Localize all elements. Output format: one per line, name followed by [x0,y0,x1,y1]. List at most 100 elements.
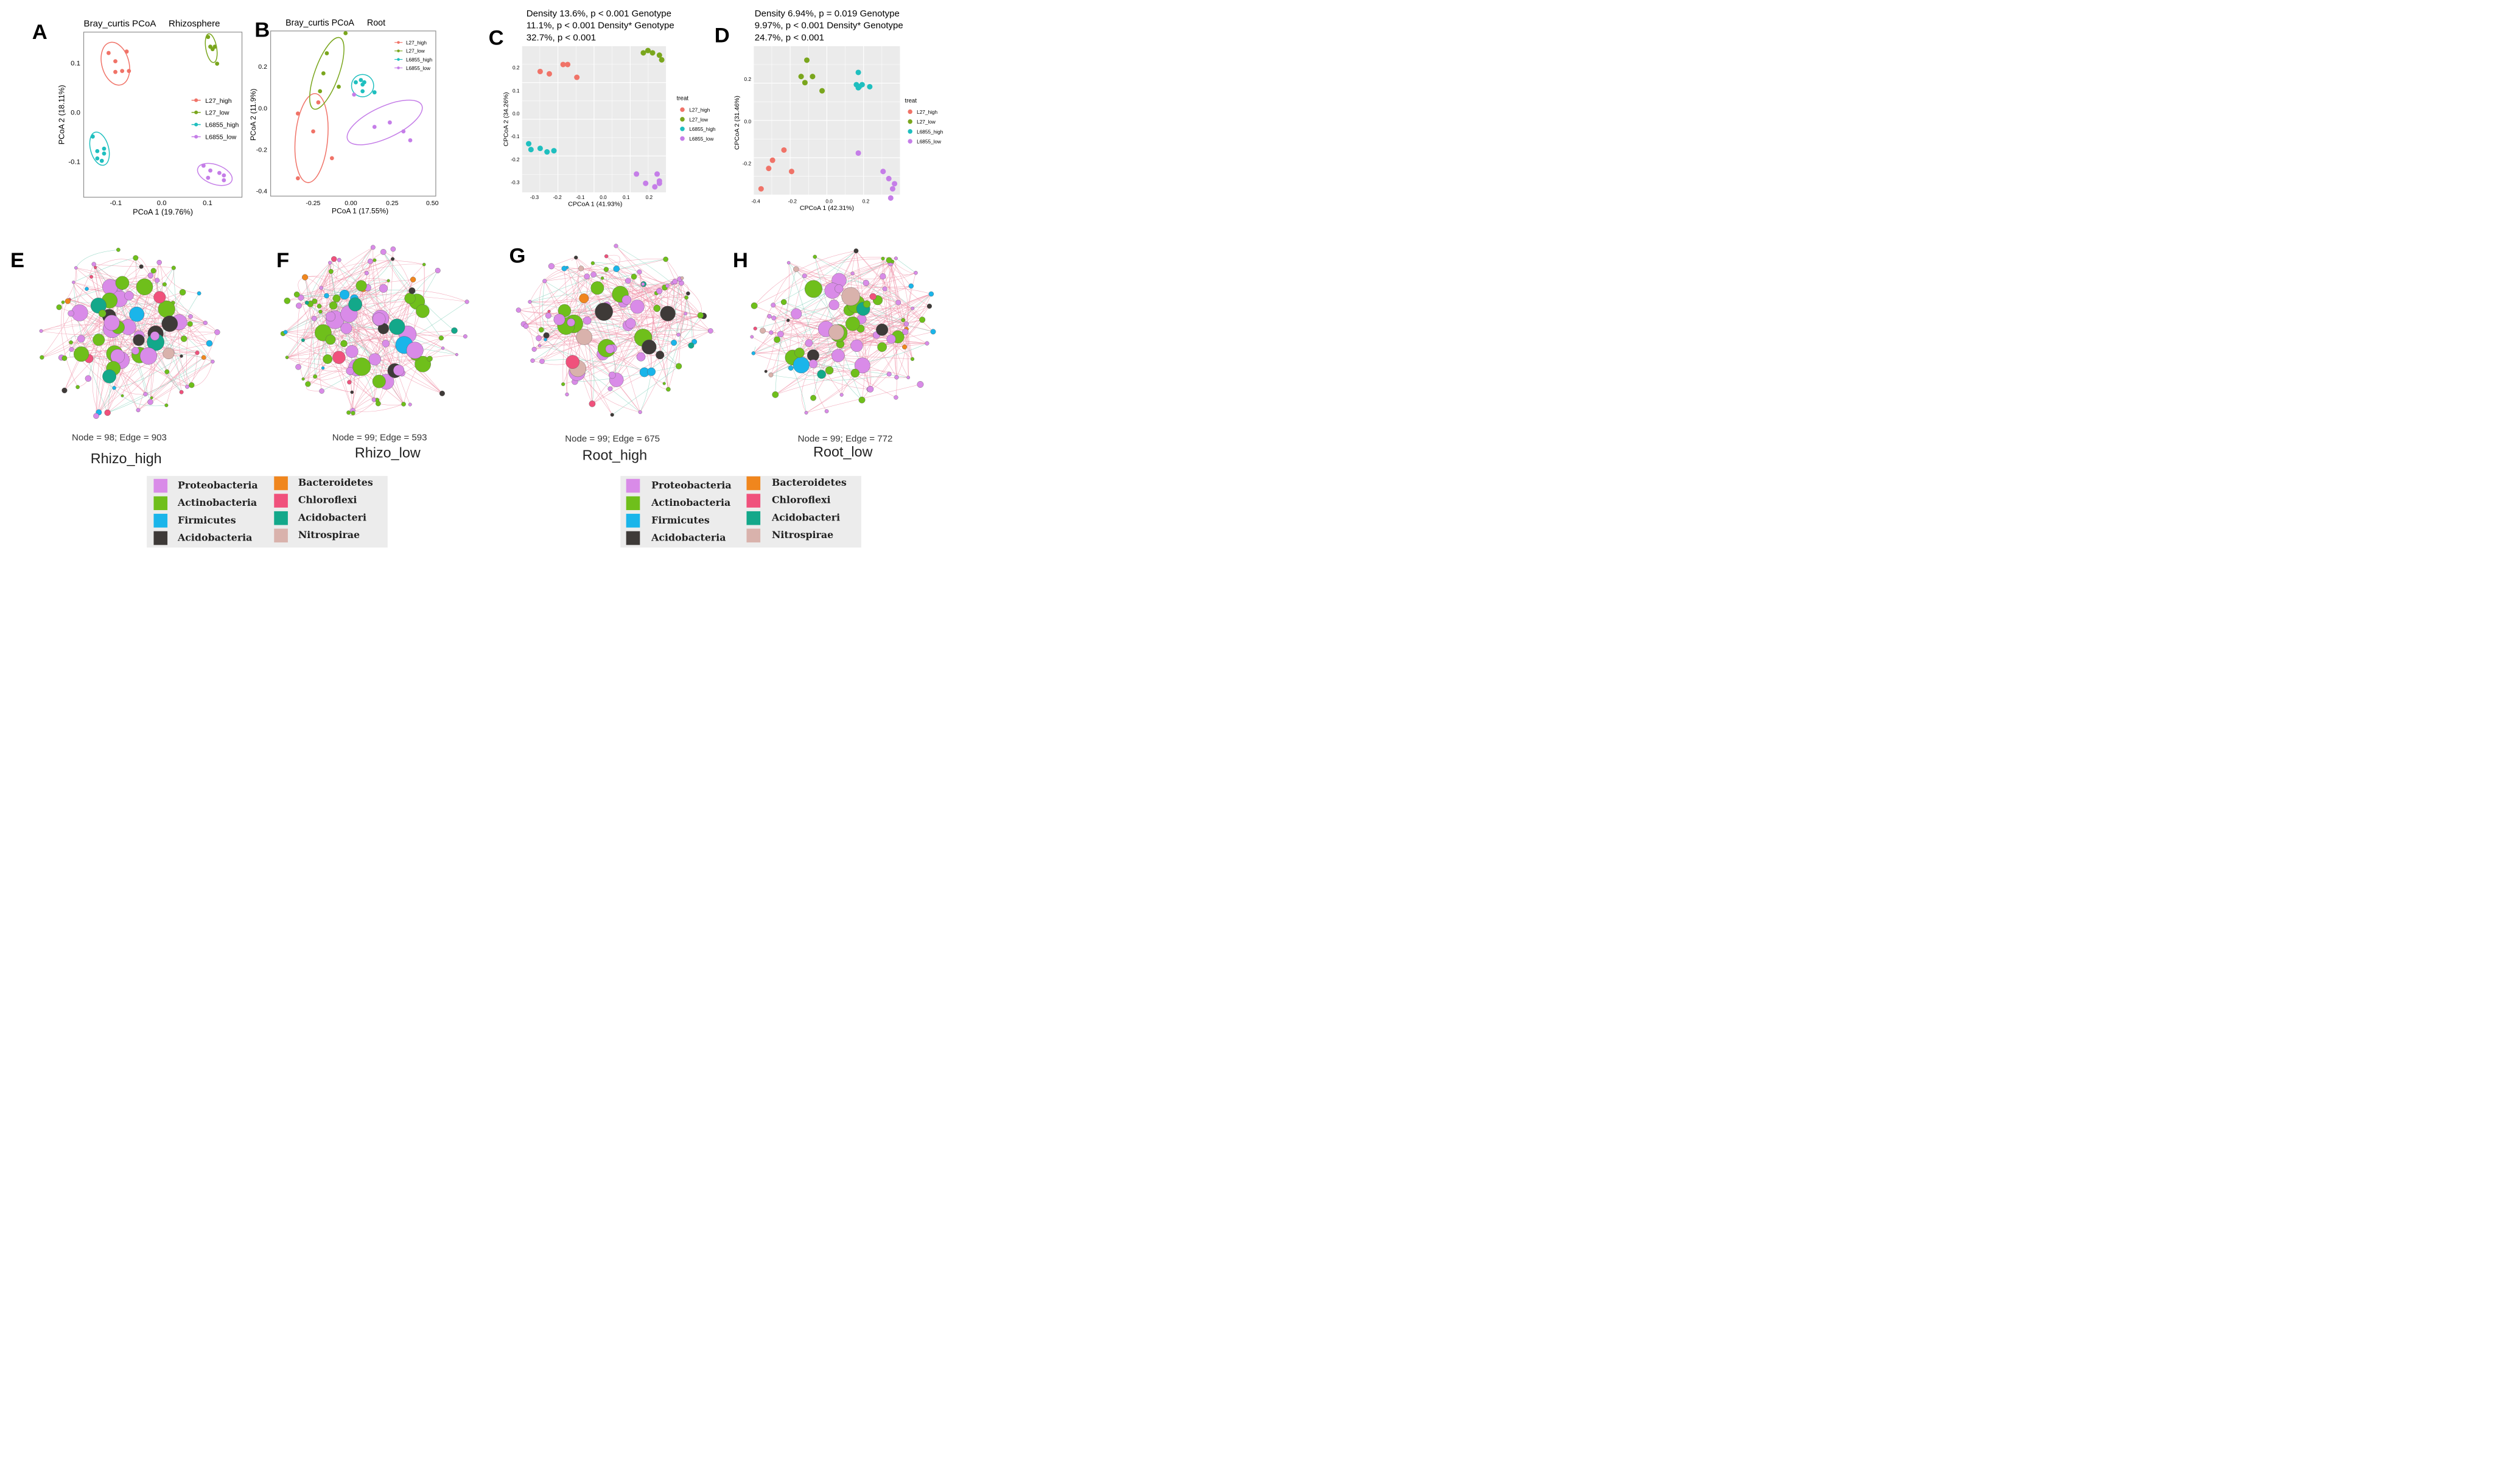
network-node [863,300,871,308]
point-L6855_high [859,82,865,88]
network-node [422,262,426,267]
network-node [607,386,613,391]
phylum-right-chloroflexi: Chloroflexi [772,494,831,506]
swatch-right-bacteroidetes [746,476,761,491]
network-edge [796,268,916,279]
swatch-left-acidobacteri [274,511,288,525]
network-edge [753,302,784,354]
network-f-label: Rhizo_low [355,445,421,461]
point-L27_low [206,35,211,40]
network-node [416,304,430,318]
network-node [328,268,334,274]
network-edge [319,271,331,306]
point-L27_high [127,69,131,73]
ellipse-L27_high [294,93,329,183]
network-edge [863,309,934,332]
network-edge [361,285,395,371]
network-node [531,346,537,352]
network-node [867,385,874,393]
point-L27_high [574,74,580,80]
network-node [686,291,690,296]
network-node [567,318,575,327]
point-L6855_low [892,181,898,187]
network-node [372,374,386,388]
phylum-right-nitrospirae: Nitrospirae [772,529,833,541]
network-e: E Node = 98; Edge = 903 Rhizo_high [10,248,220,466]
network-node [777,331,784,338]
network-edge [93,264,210,344]
network-edge [753,343,927,354]
point-L6855_low [352,92,357,97]
network-node [901,318,906,323]
network-node [214,329,220,335]
network-node [147,272,154,279]
network-edge [616,268,657,309]
point-L6855_low [401,129,406,134]
network-node [284,297,291,304]
network-edge [321,287,376,360]
network-edge [73,282,108,413]
network-edge [355,304,443,394]
network-edge [334,259,395,371]
network-node [542,279,547,284]
point-L6855_high [528,147,534,153]
point-L27_high [329,156,334,161]
legend-d-label-4: L6855_low [917,139,941,145]
point-L6855_low [887,195,894,201]
network-edge [344,278,389,295]
network-edge [107,316,191,413]
network-node [391,257,395,261]
panel-b-xtick-3: 0.25 [386,200,399,207]
network-edge [863,306,929,309]
network-node [809,359,818,368]
swatch-right-nitrospirae [746,528,761,543]
network-edge [814,256,863,401]
network-node [329,301,338,310]
legend-d-label-1: L27_high [917,110,937,115]
point-L27_low [215,61,220,66]
network-edge [138,355,182,410]
ellipse-L27_high [100,41,130,86]
legend-b-label-2: L27_low [406,49,425,54]
network-node [647,367,656,376]
point-L6855_high [102,146,107,151]
network-edge [592,313,686,404]
phylum-left-actinobacteria: Actinobacteria [177,497,257,508]
network-node [302,274,309,281]
network-node [625,318,636,329]
network-node [545,312,551,319]
point-L27_low [803,57,810,63]
network-e-stats: Node = 98; Edge = 903 [72,432,167,443]
network-node [372,312,386,326]
network-node [841,287,860,306]
point-L6855_high [354,80,358,85]
network-node [805,339,813,347]
network-node [638,410,642,415]
network-edge [592,262,640,272]
network-node [707,328,713,334]
panel-c-xtick-4: 0.0 [600,195,607,200]
panel-b-xtick-1: -0.25 [306,200,320,207]
swatch-left-firmicutes [153,514,168,528]
legend-a-dot-1 [194,98,198,102]
network-edge [753,346,756,354]
network-edge [287,357,328,360]
network-node [317,304,322,309]
network-edge [96,298,120,416]
network-edge [64,257,136,391]
network-edge [331,260,424,272]
legend-c-label-3: L6855_high [689,127,716,132]
network-node [285,355,289,359]
network-node [802,273,807,279]
panel-d-xtick-1: -0.4 [751,198,760,204]
panel-b-ytick-3: -0.2 [256,146,267,153]
network-edge [753,285,911,354]
panel-a-ytick-2: 0.0 [71,109,80,116]
network-edge [352,298,410,411]
network-edge [841,302,898,395]
network-edge [806,384,921,413]
network-node [91,262,96,267]
network-edge [329,262,353,411]
network-edge [373,247,395,371]
network-node [161,315,178,332]
